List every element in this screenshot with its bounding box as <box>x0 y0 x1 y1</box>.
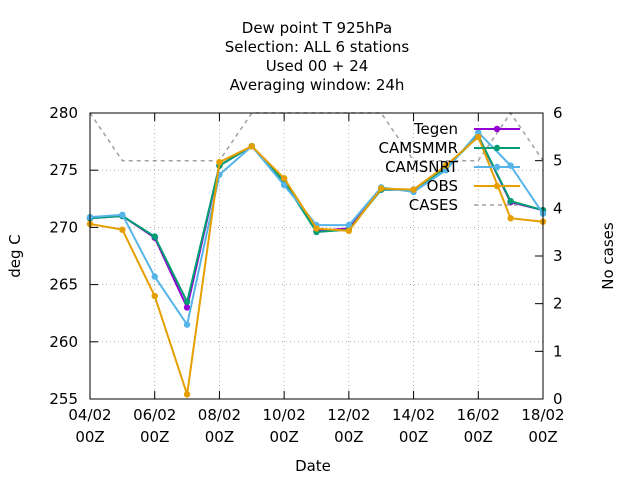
legend-label: Tegen <box>413 120 458 138</box>
data-point <box>183 304 191 311</box>
x-tick-label-time: 00Z <box>205 428 234 446</box>
x-tick-label-time: 00Z <box>75 428 104 446</box>
title-line: Selection: ALL 6 stations <box>225 38 410 56</box>
y2-tick-label: 3 <box>553 247 563 265</box>
data-point <box>507 215 514 222</box>
data-point <box>475 129 482 136</box>
y-tick-label: 270 <box>49 218 78 236</box>
x-tick-label-time: 00Z <box>269 428 298 446</box>
x-tick-label: 18/02 <box>521 406 564 424</box>
data-point <box>119 211 126 219</box>
data-point <box>216 158 223 166</box>
x-axis-ticks: 04/02 00Z 06/02 00Z 08/02 00Z 10/02 00Z 12/02 00Z… <box>68 113 565 446</box>
data-point <box>151 292 158 300</box>
data-point <box>378 185 385 192</box>
grid <box>90 113 543 399</box>
data-point <box>345 227 353 235</box>
legend-label: CAMSMMR <box>378 139 458 157</box>
x-tick-label: 08/02 <box>198 406 241 424</box>
plot-frame <box>89 112 544 400</box>
y2-axis-label: No cases <box>599 222 617 290</box>
data-point <box>183 321 191 328</box>
x-tick-label-time: 00Z <box>334 428 363 446</box>
data-point <box>119 226 126 233</box>
data-point <box>183 298 191 305</box>
x-tick-label-time: 00Z <box>140 428 169 446</box>
y2-tick-label: 1 <box>553 342 563 360</box>
y2-axis-ticks: 0 1 2 3 4 5 6 <box>535 104 563 408</box>
legend-label: CAMSNRT <box>385 158 459 176</box>
series-line <box>89 134 544 305</box>
x-tick-label: 10/02 <box>263 406 306 424</box>
y-tick-label: 255 <box>49 390 78 408</box>
x-tick-label-time: 00Z <box>464 428 493 446</box>
series-line <box>89 135 544 395</box>
series-obs <box>86 133 547 398</box>
y-tick-label: 275 <box>49 161 78 179</box>
data-point <box>507 197 514 205</box>
data-point <box>475 133 482 141</box>
data-point <box>280 175 288 182</box>
data-point <box>313 225 320 232</box>
x-tick-label-time: 00Z <box>528 428 557 446</box>
legend-marker <box>493 144 501 152</box>
x-tick-label: 12/02 <box>327 406 370 424</box>
title-line: Averaging window: 24h <box>230 76 405 94</box>
series-group <box>86 111 547 398</box>
y-tick-label: 265 <box>49 276 78 294</box>
legend-marker <box>493 163 501 171</box>
y2-tick-label: 2 <box>553 295 563 313</box>
data-point <box>442 162 450 169</box>
y-tick-label: 280 <box>49 104 78 122</box>
y-axis-ticks: 255 260 265 270 275 280 <box>49 104 98 408</box>
y2-tick-label: 5 <box>553 152 563 170</box>
data-point <box>410 186 417 193</box>
y2-tick-label: 4 <box>553 199 563 217</box>
y-tick-label: 260 <box>49 333 78 351</box>
y2-tick-label: 6 <box>553 104 563 122</box>
y2-tick-label: 0 <box>553 390 563 408</box>
data-point <box>280 181 288 189</box>
y-axis-label: deg C <box>6 234 24 278</box>
x-tick-label: 14/02 <box>392 406 435 424</box>
data-point <box>442 167 450 174</box>
x-tick-label: 16/02 <box>457 406 500 424</box>
data-point <box>151 273 158 280</box>
data-point <box>345 221 353 229</box>
legend-marker <box>493 125 501 133</box>
data-point <box>151 233 158 240</box>
data-point <box>248 142 255 150</box>
x-tick-label: 06/02 <box>133 406 176 424</box>
x-tick-label-time: 00Z <box>399 428 428 446</box>
legend-label: OBS <box>427 177 458 195</box>
legend-marker <box>493 182 501 190</box>
title-line: Dew point T 925hPa <box>242 19 392 37</box>
x-axis-label: Date <box>295 457 331 475</box>
title-line: Used 00 + 24 <box>266 57 369 75</box>
x-tick-label: 04/02 <box>68 406 111 424</box>
series-tegen <box>86 132 547 311</box>
legend-label: CASES <box>409 196 458 214</box>
data-point <box>183 391 191 398</box>
